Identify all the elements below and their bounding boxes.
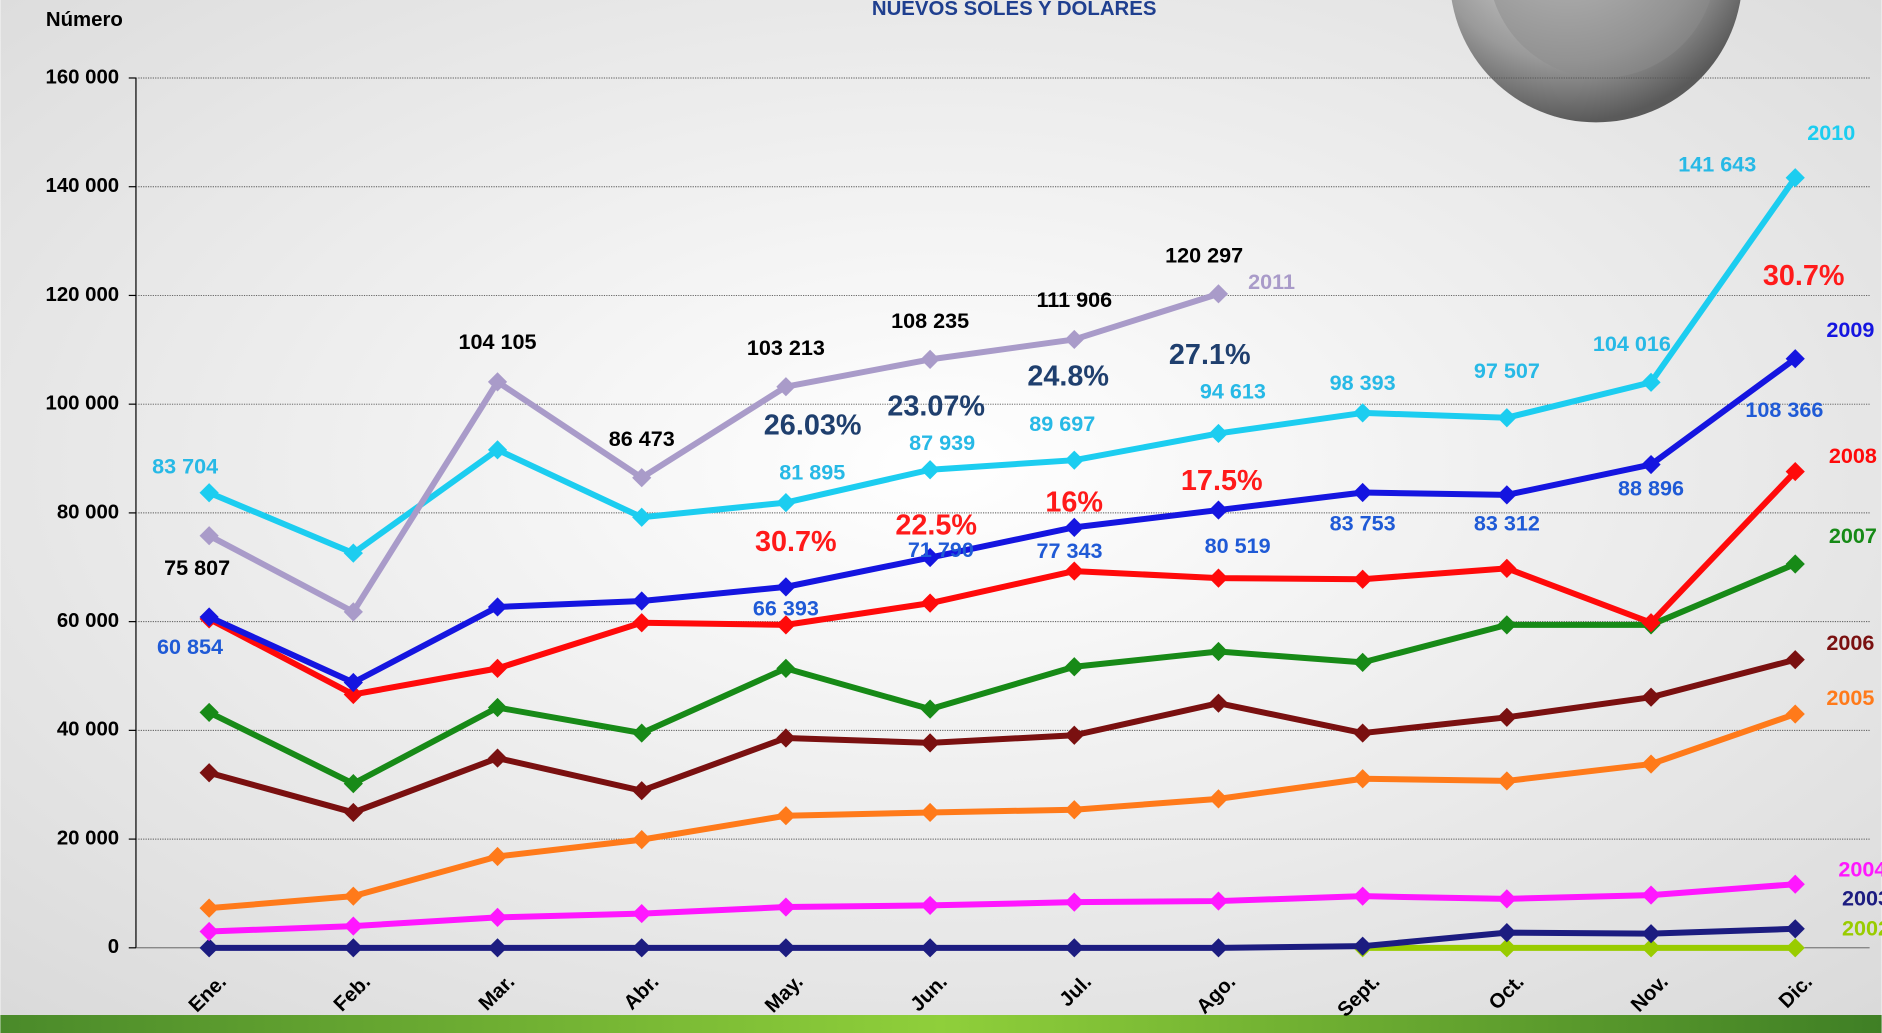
series-name: 2010 [1807,120,1855,145]
value-label: 80 519 [1205,533,1271,558]
value-label: 83 753 [1330,511,1396,536]
annotation: 22.5% [895,509,977,541]
value-label: 120 297 [1165,242,1243,267]
bottom-band [0,1015,1881,1033]
y-tick-label: 40 000 [57,719,119,741]
annotation: 17.5% [1181,465,1263,497]
series-name: 2003 [1842,886,1882,911]
series-name: 2007 [1829,523,1877,548]
annotation: 23.07% [887,391,985,423]
value-label: 104 016 [1593,331,1671,356]
y-axis-label: Número [46,9,123,31]
value-label: 81 895 [779,460,845,485]
page: NUEVOS SOLES Y DÓLARES Número 0 20 000 40 … [0,0,1882,1033]
annotation: 24.8% [1027,361,1109,393]
value-label: 87 939 [909,430,975,455]
annotation: 30.7% [1763,260,1845,292]
value-label: 77 343 [1036,538,1102,563]
y-tick-label: 20 000 [57,827,119,849]
value-label: 66 393 [753,595,819,620]
value-label: 89 697 [1029,411,1095,436]
value-label: 75 807 [164,555,230,580]
y-tick-label: 80 000 [57,501,119,523]
series-name: 2011 [1248,269,1295,294]
value-label: 83 312 [1474,511,1540,536]
value-label: 94 613 [1200,378,1266,403]
annotation: 16% [1045,487,1103,519]
y-tick-label: 60 000 [57,610,119,632]
series-name: 2009 [1826,317,1874,342]
value-label: 98 393 [1330,370,1396,395]
chart-title: NUEVOS SOLES Y DÓLARES [872,0,1157,20]
series-name: 2006 [1826,630,1874,655]
value-label: 108 235 [891,308,969,333]
annotation: 30.7% [755,526,837,558]
value-label: 111 906 [1036,287,1112,312]
annotation: 27.1% [1169,339,1251,371]
y-tick-label: 140 000 [46,175,120,197]
value-label: 83 704 [152,453,218,478]
value-label: 108 366 [1745,397,1823,422]
y-tick-label: 100 000 [46,393,120,415]
value-label: 104 105 [459,329,537,354]
series-name: 2008 [1829,443,1877,468]
value-label: 97 507 [1474,358,1540,383]
value-label: 103 213 [747,335,825,360]
value-label: 86 473 [609,426,675,451]
y-tick-label: 160 000 [46,66,120,88]
y-tick-label: 0 [108,936,119,958]
series-name: 2005 [1826,685,1874,710]
value-label: 141 643 [1678,151,1756,176]
y-tick-label: 120 000 [46,284,120,306]
value-label: 88 896 [1618,475,1684,500]
series-name: 2004 [1838,857,1882,882]
annotation: 26.03% [764,410,862,442]
chart: NUEVOS SOLES Y DÓLARES Número 0 20 000 40 … [0,0,1882,1033]
value-label: 60 854 [157,634,223,659]
